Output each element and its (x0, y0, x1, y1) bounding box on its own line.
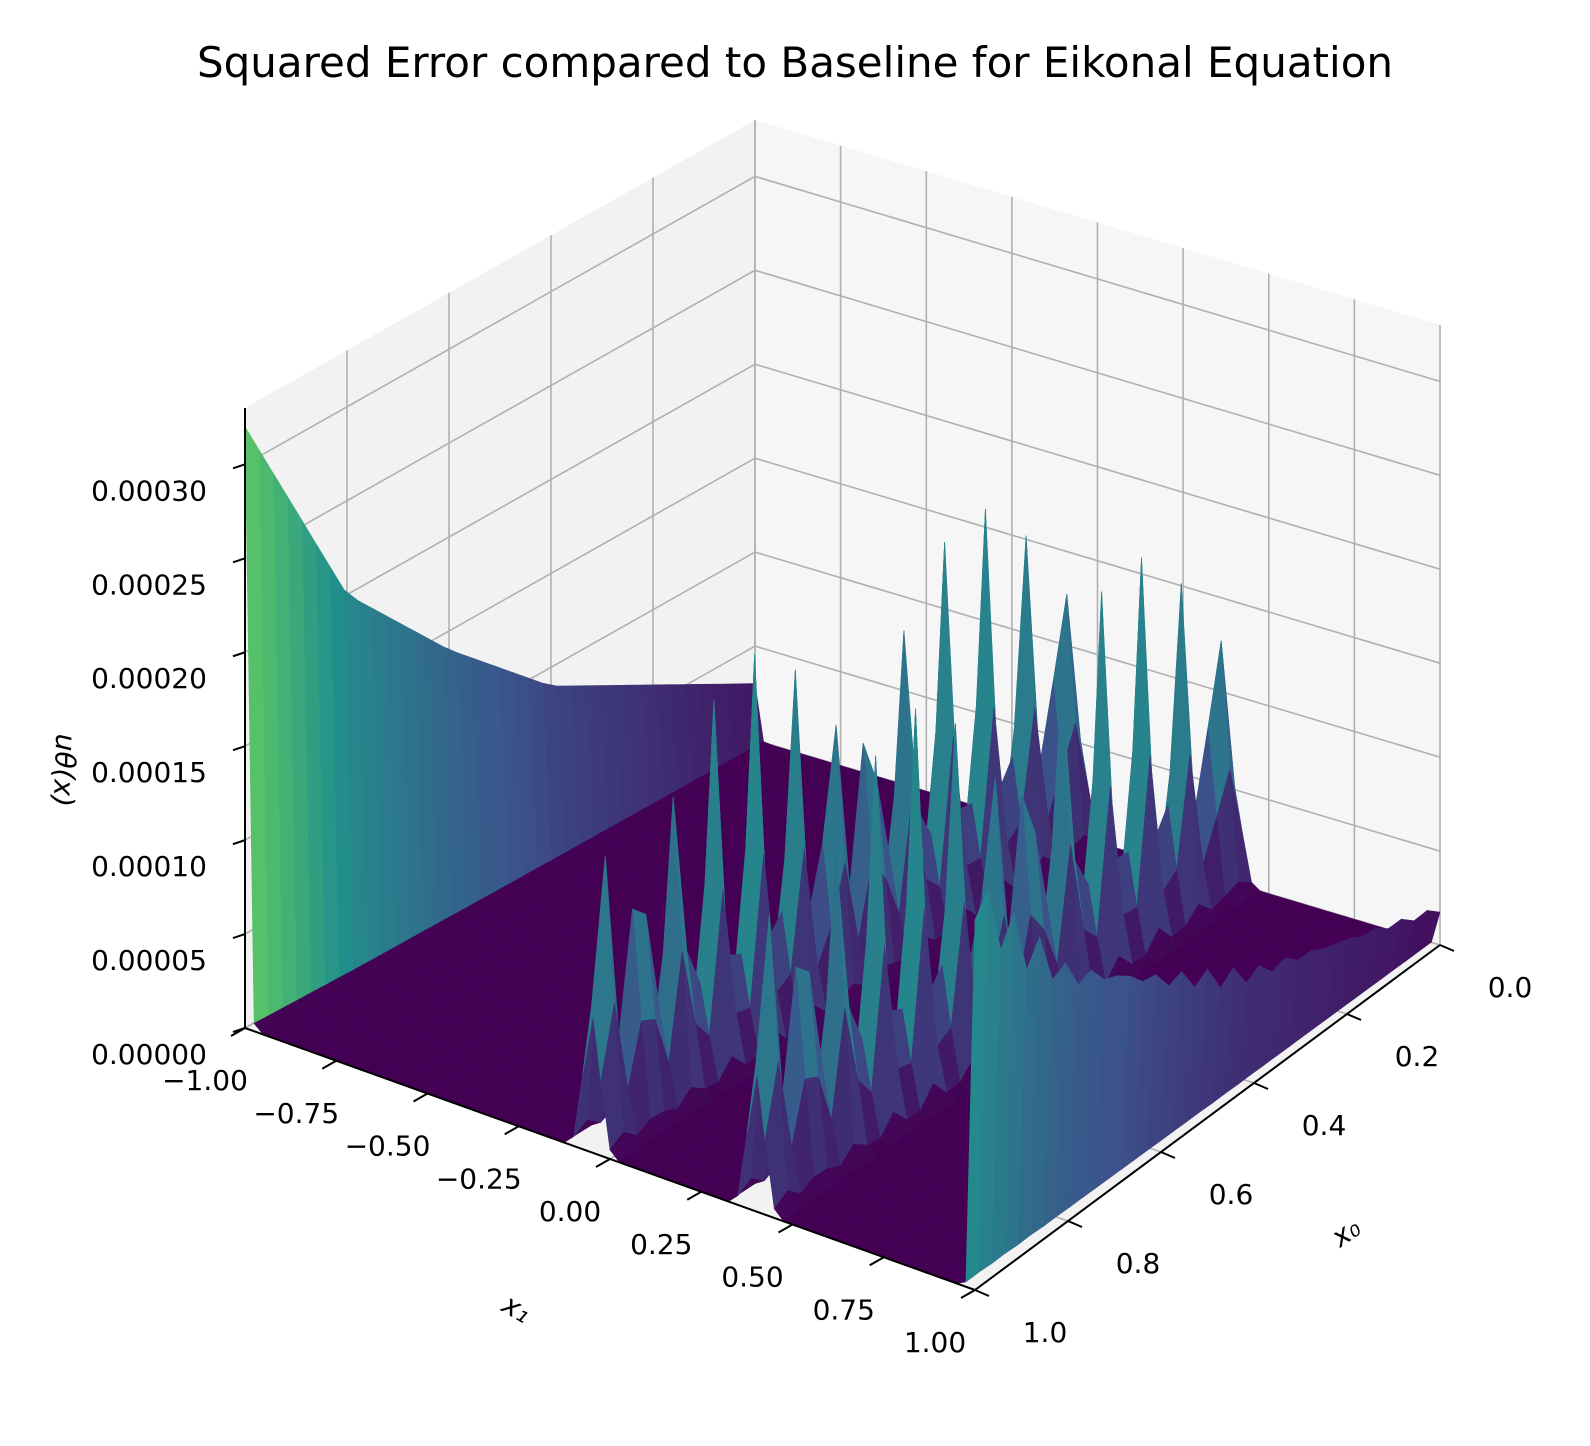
chart-title: Squared Error compared to Baseline for E… (196, 38, 1394, 87)
z-tick-label: 0.00030 (91, 474, 207, 507)
x-tick-label: 1.0 (1023, 1316, 1068, 1349)
z-tick (232, 933, 246, 940)
x-tick (1160, 1151, 1176, 1159)
z-tick-label: 0.00000 (91, 1038, 207, 1071)
x-tick-label: 0.2 (1395, 1040, 1440, 1073)
x-tick-label: 0.0 (1488, 971, 1533, 1004)
z-tick (232, 745, 246, 752)
z-tick-label: 0.00020 (91, 662, 207, 695)
y-tick (869, 1256, 885, 1267)
x-tick (1346, 1013, 1362, 1021)
x-tick-label: 0.8 (1116, 1247, 1161, 1280)
x-tick (1439, 944, 1455, 952)
y-tick-label: −0.25 (436, 1162, 522, 1195)
z-tick (232, 839, 246, 846)
y-tick (686, 1190, 702, 1201)
z-tick-label: 0.00025 (91, 568, 207, 601)
grid-line (244, 175, 1441, 466)
x-tick (1067, 1220, 1083, 1228)
y-axis-label: x₁ (496, 1287, 537, 1330)
y-tick-label: 0.50 (721, 1261, 783, 1294)
z-tick (232, 1027, 246, 1033)
z-tick (232, 651, 246, 658)
y-tick-label: −0.50 (345, 1130, 431, 1163)
y-tick (960, 1289, 976, 1299)
z-tick-label: 0.00015 (91, 756, 207, 789)
x-tick-label: 0.4 (1302, 1109, 1347, 1142)
y-tick-label: −0.75 (253, 1097, 339, 1130)
z-tick-label: 0.00005 (91, 944, 207, 977)
y-tick-label: 0.75 (813, 1293, 875, 1326)
x-tick-label: 0.6 (1209, 1178, 1254, 1211)
x-tick (974, 1289, 990, 1297)
grid-line (244, 363, 1441, 653)
z-tick (232, 557, 246, 564)
tick-labels: −1.00−0.75−0.50−0.250.000.250.500.751.00… (91, 463, 1533, 1359)
y-tick (595, 1158, 611, 1168)
z-tick (232, 463, 246, 470)
x-axis-label: x₀ (1324, 1211, 1367, 1255)
y-tick-label: 1.00 (904, 1326, 966, 1359)
y-tick-label: 0.00 (539, 1195, 601, 1228)
x-axis-line (974, 944, 1441, 1291)
y-tick (504, 1125, 520, 1136)
surface (244, 425, 1441, 1284)
grid-line (244, 269, 1441, 559)
z-tick-label: 0.00010 (91, 850, 207, 883)
x-tick (1253, 1082, 1269, 1090)
y-tick (778, 1223, 793, 1234)
surface-patch (965, 889, 989, 1283)
y-tick-label: −1.00 (162, 1064, 248, 1097)
z-axis-label: uθ(x) (47, 733, 83, 807)
y-tick (321, 1059, 337, 1070)
y-tick (413, 1092, 428, 1103)
y-tick-label: 0.25 (630, 1228, 692, 1261)
